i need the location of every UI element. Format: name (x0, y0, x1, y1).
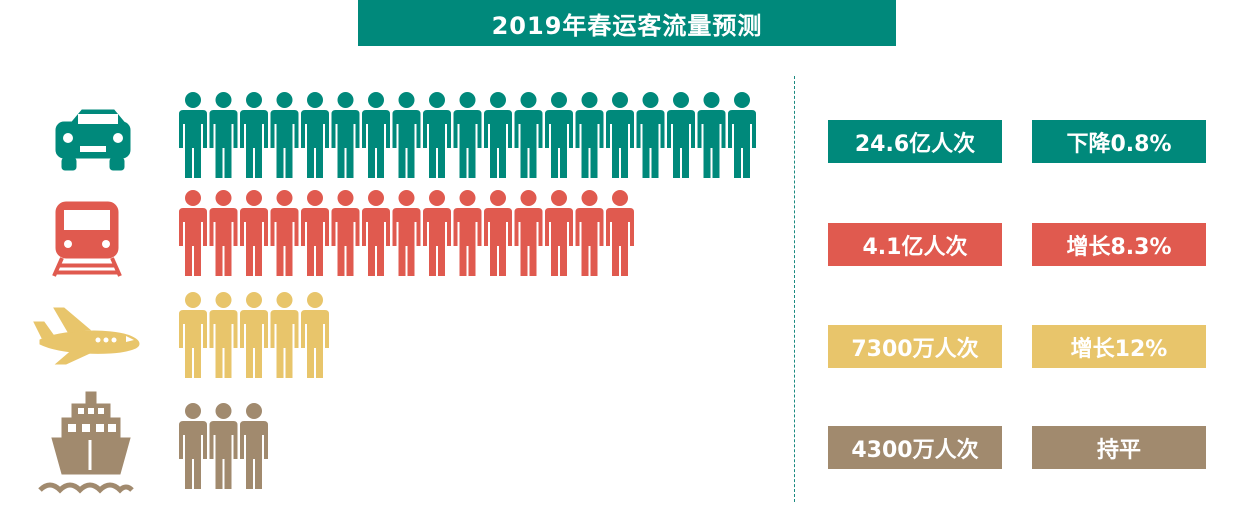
person-icon (240, 190, 268, 276)
person-icon (270, 190, 299, 276)
person-icon (240, 292, 268, 378)
person-icon (209, 292, 238, 378)
person-icon (514, 190, 543, 276)
person-icon (179, 403, 207, 489)
person-icon (514, 92, 543, 178)
person-icon (545, 92, 573, 178)
person-icon (667, 92, 695, 178)
person-icon (209, 92, 238, 178)
chart-title: 2019年春运客流量预测 (358, 0, 896, 46)
person-icon (240, 92, 268, 178)
person-icon (270, 292, 299, 378)
person-icon (331, 190, 360, 276)
person-icon (362, 190, 390, 276)
people-row (179, 292, 329, 378)
people-row (179, 92, 756, 178)
person-icon (392, 190, 421, 276)
plane-change-label: 增长12% (1032, 325, 1206, 368)
car-icon (55, 109, 131, 171)
person-icon (728, 92, 756, 178)
person-icon (606, 190, 634, 276)
car-volume-label: 24.6亿人次 (828, 120, 1002, 163)
ship-change-label: 持平 (1032, 426, 1206, 469)
person-icon (484, 190, 512, 276)
person-icon (575, 92, 604, 178)
person-icon (179, 92, 207, 178)
person-icon (453, 92, 482, 178)
person-icon (301, 92, 329, 178)
car-change-label: 下降0.8% (1032, 120, 1206, 163)
person-icon (362, 92, 390, 178)
person-icon (179, 292, 207, 378)
person-icon (301, 190, 329, 276)
train-change-label: 增长8.3% (1032, 223, 1206, 266)
person-icon (453, 190, 482, 276)
ship-icon (38, 391, 134, 494)
pictogram-area (33, 92, 756, 494)
people-row (179, 190, 634, 276)
person-icon (209, 190, 238, 276)
divider (794, 76, 795, 502)
person-icon (636, 92, 665, 178)
train-icon (52, 201, 122, 277)
person-icon (392, 92, 421, 178)
person-icon (697, 92, 726, 178)
ship-volume-label: 4300万人次 (828, 426, 1002, 469)
plane-icon (33, 307, 140, 365)
train-volume-label: 4.1亿人次 (828, 223, 1002, 266)
person-icon (270, 92, 299, 178)
plane-volume-label: 7300万人次 (828, 325, 1002, 368)
person-icon (545, 190, 573, 276)
person-icon (423, 92, 451, 178)
person-icon (606, 92, 634, 178)
person-icon (301, 292, 329, 378)
person-icon (575, 190, 604, 276)
person-icon (179, 190, 207, 276)
people-row (179, 403, 268, 489)
person-icon (209, 403, 238, 489)
person-icon (484, 92, 512, 178)
person-icon (423, 190, 451, 276)
person-icon (240, 403, 268, 489)
person-icon (331, 92, 360, 178)
